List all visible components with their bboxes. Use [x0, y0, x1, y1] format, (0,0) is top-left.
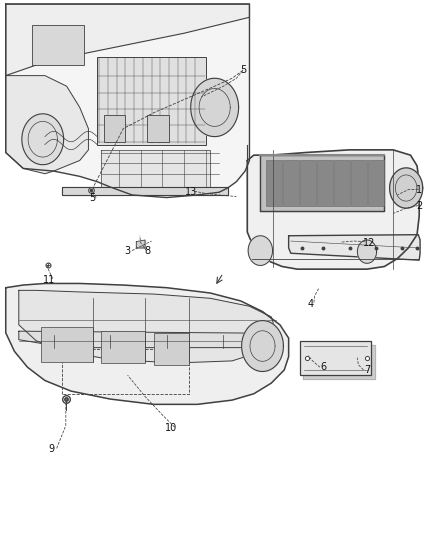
Bar — [32, 25, 84, 65]
Text: 1: 1 — [416, 184, 422, 195]
Text: 7: 7 — [364, 365, 370, 375]
Bar — [317, 160, 333, 206]
Bar — [154, 333, 188, 365]
Text: 11: 11 — [43, 274, 55, 285]
Polygon shape — [289, 235, 420, 260]
Polygon shape — [62, 187, 228, 195]
Bar — [41, 327, 93, 362]
Text: 13: 13 — [184, 187, 197, 197]
Bar — [368, 160, 384, 206]
Polygon shape — [357, 240, 377, 263]
Polygon shape — [136, 240, 145, 248]
Polygon shape — [19, 331, 276, 348]
Polygon shape — [303, 345, 375, 379]
Text: 9: 9 — [48, 445, 54, 455]
Polygon shape — [6, 76, 88, 174]
Polygon shape — [260, 155, 385, 211]
Bar — [334, 160, 350, 206]
Text: 10: 10 — [165, 423, 177, 433]
Text: 5: 5 — [240, 66, 246, 75]
Text: 2: 2 — [416, 200, 422, 211]
Bar — [97, 57, 206, 144]
Polygon shape — [390, 168, 423, 208]
Polygon shape — [242, 320, 283, 372]
Text: 5: 5 — [90, 192, 96, 203]
Bar — [104, 115, 125, 142]
Polygon shape — [102, 150, 210, 187]
Text: 12: 12 — [363, 238, 375, 248]
Polygon shape — [6, 4, 250, 198]
Bar — [147, 115, 169, 142]
Text: 4: 4 — [307, 298, 314, 309]
Polygon shape — [247, 150, 419, 269]
Bar — [283, 160, 299, 206]
Polygon shape — [191, 78, 239, 136]
Polygon shape — [6, 284, 289, 405]
Bar — [300, 160, 316, 206]
Bar — [300, 341, 371, 375]
Bar — [102, 331, 145, 363]
Text: 3: 3 — [124, 246, 131, 256]
Polygon shape — [248, 236, 272, 265]
Text: 6: 6 — [320, 362, 326, 372]
Bar — [351, 160, 367, 206]
Polygon shape — [6, 4, 250, 76]
Polygon shape — [19, 290, 276, 363]
Polygon shape — [22, 114, 64, 165]
Bar — [265, 160, 282, 206]
Text: 8: 8 — [144, 246, 150, 256]
